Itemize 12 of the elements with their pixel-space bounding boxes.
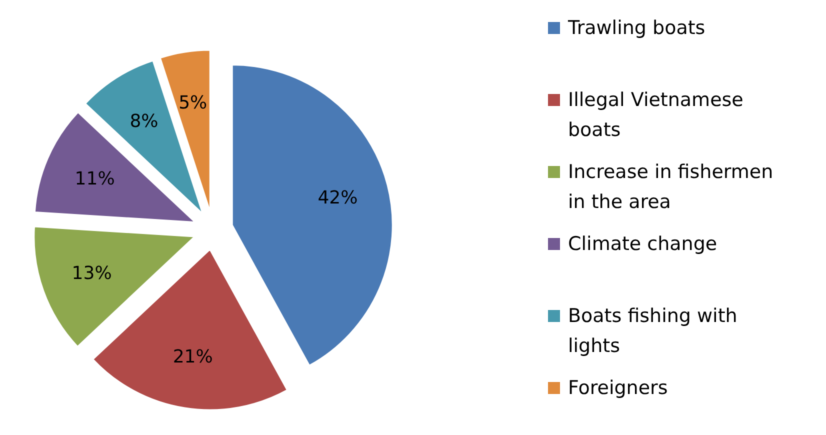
legend-label: Illegal Vietnamese boats — [568, 89, 744, 141]
data-label: 13% — [72, 263, 112, 284]
legend-label: Increase in fishermen in the area — [568, 161, 774, 213]
legend-label: Foreigners — [568, 377, 668, 399]
data-label: 8% — [130, 110, 158, 132]
data-label: 5% — [178, 92, 208, 114]
data-label: 11% — [74, 168, 115, 190]
data-label: 21% — [172, 346, 213, 368]
legend-label: Boats fishing with lights — [568, 305, 738, 357]
legend-label: Trawling boats — [567, 17, 706, 39]
legend-label: Climate change — [568, 233, 718, 255]
data-label: 42% — [318, 187, 358, 208]
